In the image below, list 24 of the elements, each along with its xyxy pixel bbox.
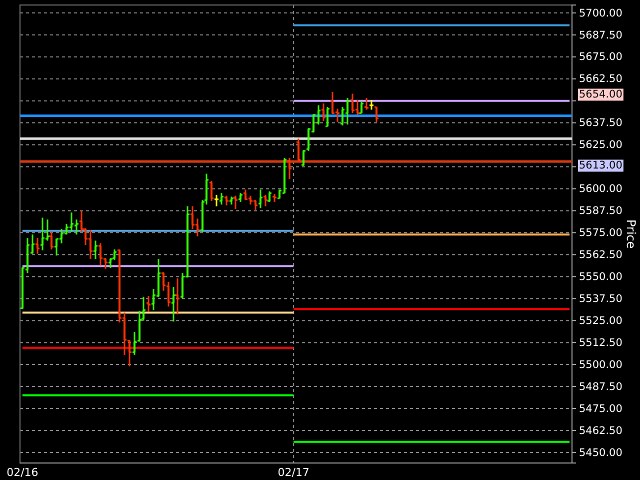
y-tick-label: 5700.00 — [579, 7, 622, 20]
y-tick-label: 5562.50 — [579, 249, 622, 262]
y-tick-label: 5637.50 — [579, 117, 622, 130]
y-tick-label: 5600.00 — [579, 183, 622, 196]
y-tick-label: 5462.50 — [579, 424, 622, 437]
y-tick-label: 5587.50 — [579, 205, 622, 218]
y-tick-label: 5450.00 — [579, 446, 622, 459]
y-tick-label: 5475.00 — [579, 402, 622, 415]
x-tick-label: 02/17 — [278, 466, 310, 479]
y-tick-label: 5662.50 — [579, 73, 622, 86]
text: 5613.00 — [579, 160, 622, 172]
y-tick-label: 5687.50 — [579, 29, 622, 42]
y-tick-label: 5575.00 — [579, 227, 622, 240]
x-tick-label: 02/16 — [6, 466, 38, 479]
y-tick-label: 5625.00 — [579, 139, 622, 152]
y-tick-label: 5487.50 — [579, 380, 622, 393]
y-tick-label: 5675.00 — [579, 51, 622, 64]
y-tick-label: 5525.00 — [579, 314, 622, 327]
y-tick-label: 5512.50 — [579, 336, 622, 349]
y-tick-label: 5500.00 — [579, 358, 622, 371]
y-axis-title: Price — [624, 219, 638, 249]
y-tick-label: 5550.00 — [579, 270, 622, 283]
text: 5654.00 — [579, 88, 622, 101]
y-tick-label: 5537.50 — [579, 292, 622, 305]
